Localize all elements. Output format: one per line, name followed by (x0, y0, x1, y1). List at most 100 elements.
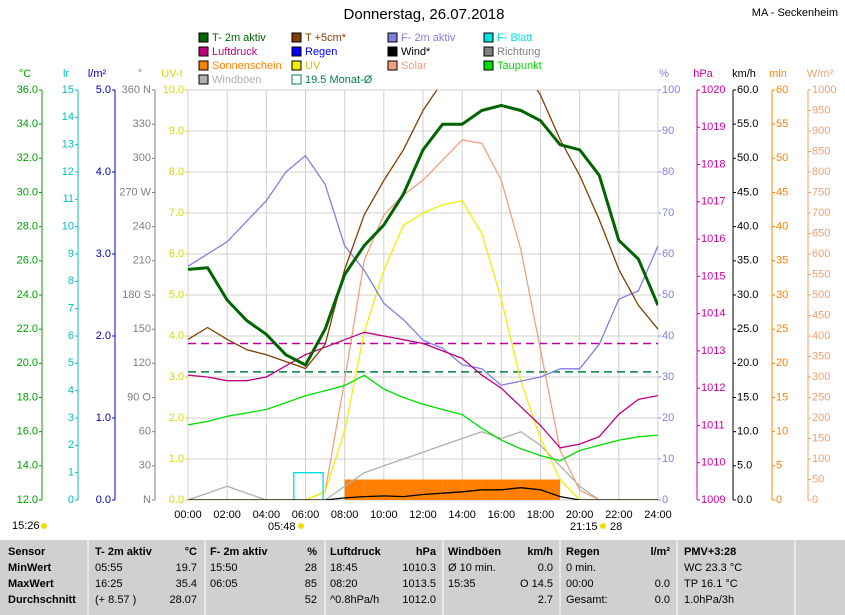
y-tick-label: 22.0 (17, 323, 38, 335)
annotation: 05:48 (268, 521, 296, 533)
legend-swatch (483, 60, 494, 71)
table-cell: ^0.8hPa/h (330, 594, 379, 606)
y-tick-label: 24.0 (17, 289, 38, 301)
table-cell: 2.7 (538, 594, 553, 606)
y-tick-label: 150 (133, 323, 151, 335)
y-tick-label: 30 (662, 371, 674, 383)
legend-label: Luftdruck (212, 46, 258, 58)
table-cell: 1013.5 (402, 578, 436, 590)
y-tick-label: 80 (662, 166, 674, 178)
legend-label: Solar (401, 60, 427, 72)
series-line (188, 487, 658, 500)
y-tick-label: 30.0 (737, 289, 758, 301)
legend-label: T- 2m aktiv (212, 32, 266, 44)
y-tick-label: 9.0 (169, 125, 184, 137)
sunshine-bar (462, 479, 482, 500)
y-tick-label: 300 (133, 152, 151, 164)
y-tick-label: 900 (812, 125, 830, 137)
y-tick-label: 15 (776, 391, 788, 403)
y-tick-label: 36.0 (17, 84, 38, 96)
x-tick-label: 02:00 (213, 509, 241, 521)
legend-swatch (198, 46, 209, 57)
y-tick-label: 9 (68, 248, 74, 260)
y-tick-label: 0.0 (169, 494, 184, 506)
series-line (188, 331, 658, 449)
y-tick-label: 20.0 (17, 357, 38, 369)
legend-label: Windböen (212, 74, 262, 86)
legend-label: Wind* (401, 46, 431, 58)
x-tick-label: 16:00 (488, 509, 516, 521)
y-tick-label: 600 (812, 248, 830, 260)
table-cell: O 14.5 (520, 578, 553, 590)
series-line (188, 200, 658, 500)
legend-swatch (483, 46, 494, 57)
y-tick-label: 0 (662, 494, 668, 506)
table-header: % (307, 546, 317, 558)
y-tick-label: 650 (812, 227, 830, 239)
y-tick-label: 40.0 (737, 221, 758, 233)
table-cell: MinWert (8, 562, 52, 574)
legend-label: Taupunkt (497, 60, 542, 72)
legend-swatch (291, 32, 302, 43)
y-tick-label: 4.0 (169, 330, 184, 342)
legend-swatch (483, 32, 494, 43)
legend-swatch (387, 60, 398, 71)
axis-label: °C (19, 68, 31, 80)
axis-label: lr (63, 68, 69, 80)
chart-title: Donnerstag, 26.07.2018 (344, 6, 505, 23)
y-tick-label: 7.0 (169, 207, 184, 219)
y-tick-label: 90 (662, 125, 674, 137)
table-cell: TP 16.1 °C (684, 578, 738, 590)
y-tick-label: 8.0 (169, 166, 184, 178)
y-tick-label: 1013 (701, 345, 725, 357)
legend-label: F- Blatt (497, 32, 532, 44)
y-tick-label: 6 (68, 330, 74, 342)
table-cell: 1.0hPa/3h (684, 594, 734, 606)
y-tick-label: 10.0 (737, 426, 758, 438)
y-tick-label: 210 (133, 255, 151, 267)
y-tick-label: 300 (812, 371, 830, 383)
y-tick-label: 1000 (812, 84, 836, 96)
y-tick-label: 700 (812, 207, 830, 219)
y-tick-label: 1016 (701, 233, 725, 245)
y-tick-label: 28.0 (17, 221, 38, 233)
table-cell: 00:00 (566, 578, 594, 590)
y-tick-label: 16.0 (17, 426, 38, 438)
legend-swatch (291, 46, 302, 57)
y-tick-label: 2.0 (96, 330, 111, 342)
y-tick-label: 850 (812, 145, 830, 157)
table-cell: 28 (305, 562, 317, 574)
y-tick-label: 25.0 (737, 323, 758, 335)
y-tick-label: 5 (68, 357, 74, 369)
y-tick-label: 55.0 (737, 118, 758, 130)
legend-label: T +5cm* (305, 32, 347, 44)
table-background (0, 540, 845, 615)
legend-label: Richtung (497, 46, 540, 58)
y-tick-label: 15.0 (737, 391, 758, 403)
table-header: Windböen (448, 546, 501, 558)
y-tick-label: 32.0 (17, 152, 38, 164)
y-tick-label: 0 (812, 494, 818, 506)
y-tick-label: 10 (776, 426, 788, 438)
y-tick-label: 90 O (127, 391, 151, 403)
y-tick-label: 120 (133, 357, 151, 369)
sunshine-bar (423, 479, 443, 500)
x-tick-label: 06:00 (292, 509, 320, 521)
table-cell: 0.0 (655, 594, 670, 606)
y-tick-label: 1017 (701, 196, 725, 208)
y-tick-label: 14.0 (17, 460, 38, 472)
sunshine-bar (520, 479, 541, 500)
x-tick-label: 00:00 (174, 509, 202, 521)
y-tick-label: 4.0 (96, 166, 111, 178)
axis-label: ° (138, 68, 142, 80)
y-tick-label: 13 (62, 139, 74, 151)
table-cell: Ø 10 min. (448, 562, 496, 574)
y-tick-label: 50 (662, 289, 674, 301)
y-tick-label: 5.0 (169, 289, 184, 301)
y-tick-label: 150 (812, 432, 830, 444)
y-tick-label: 200 (812, 412, 830, 424)
table-cell: 0 min. (566, 562, 596, 574)
y-tick-label: 100 (662, 84, 680, 96)
series-line (188, 103, 658, 367)
